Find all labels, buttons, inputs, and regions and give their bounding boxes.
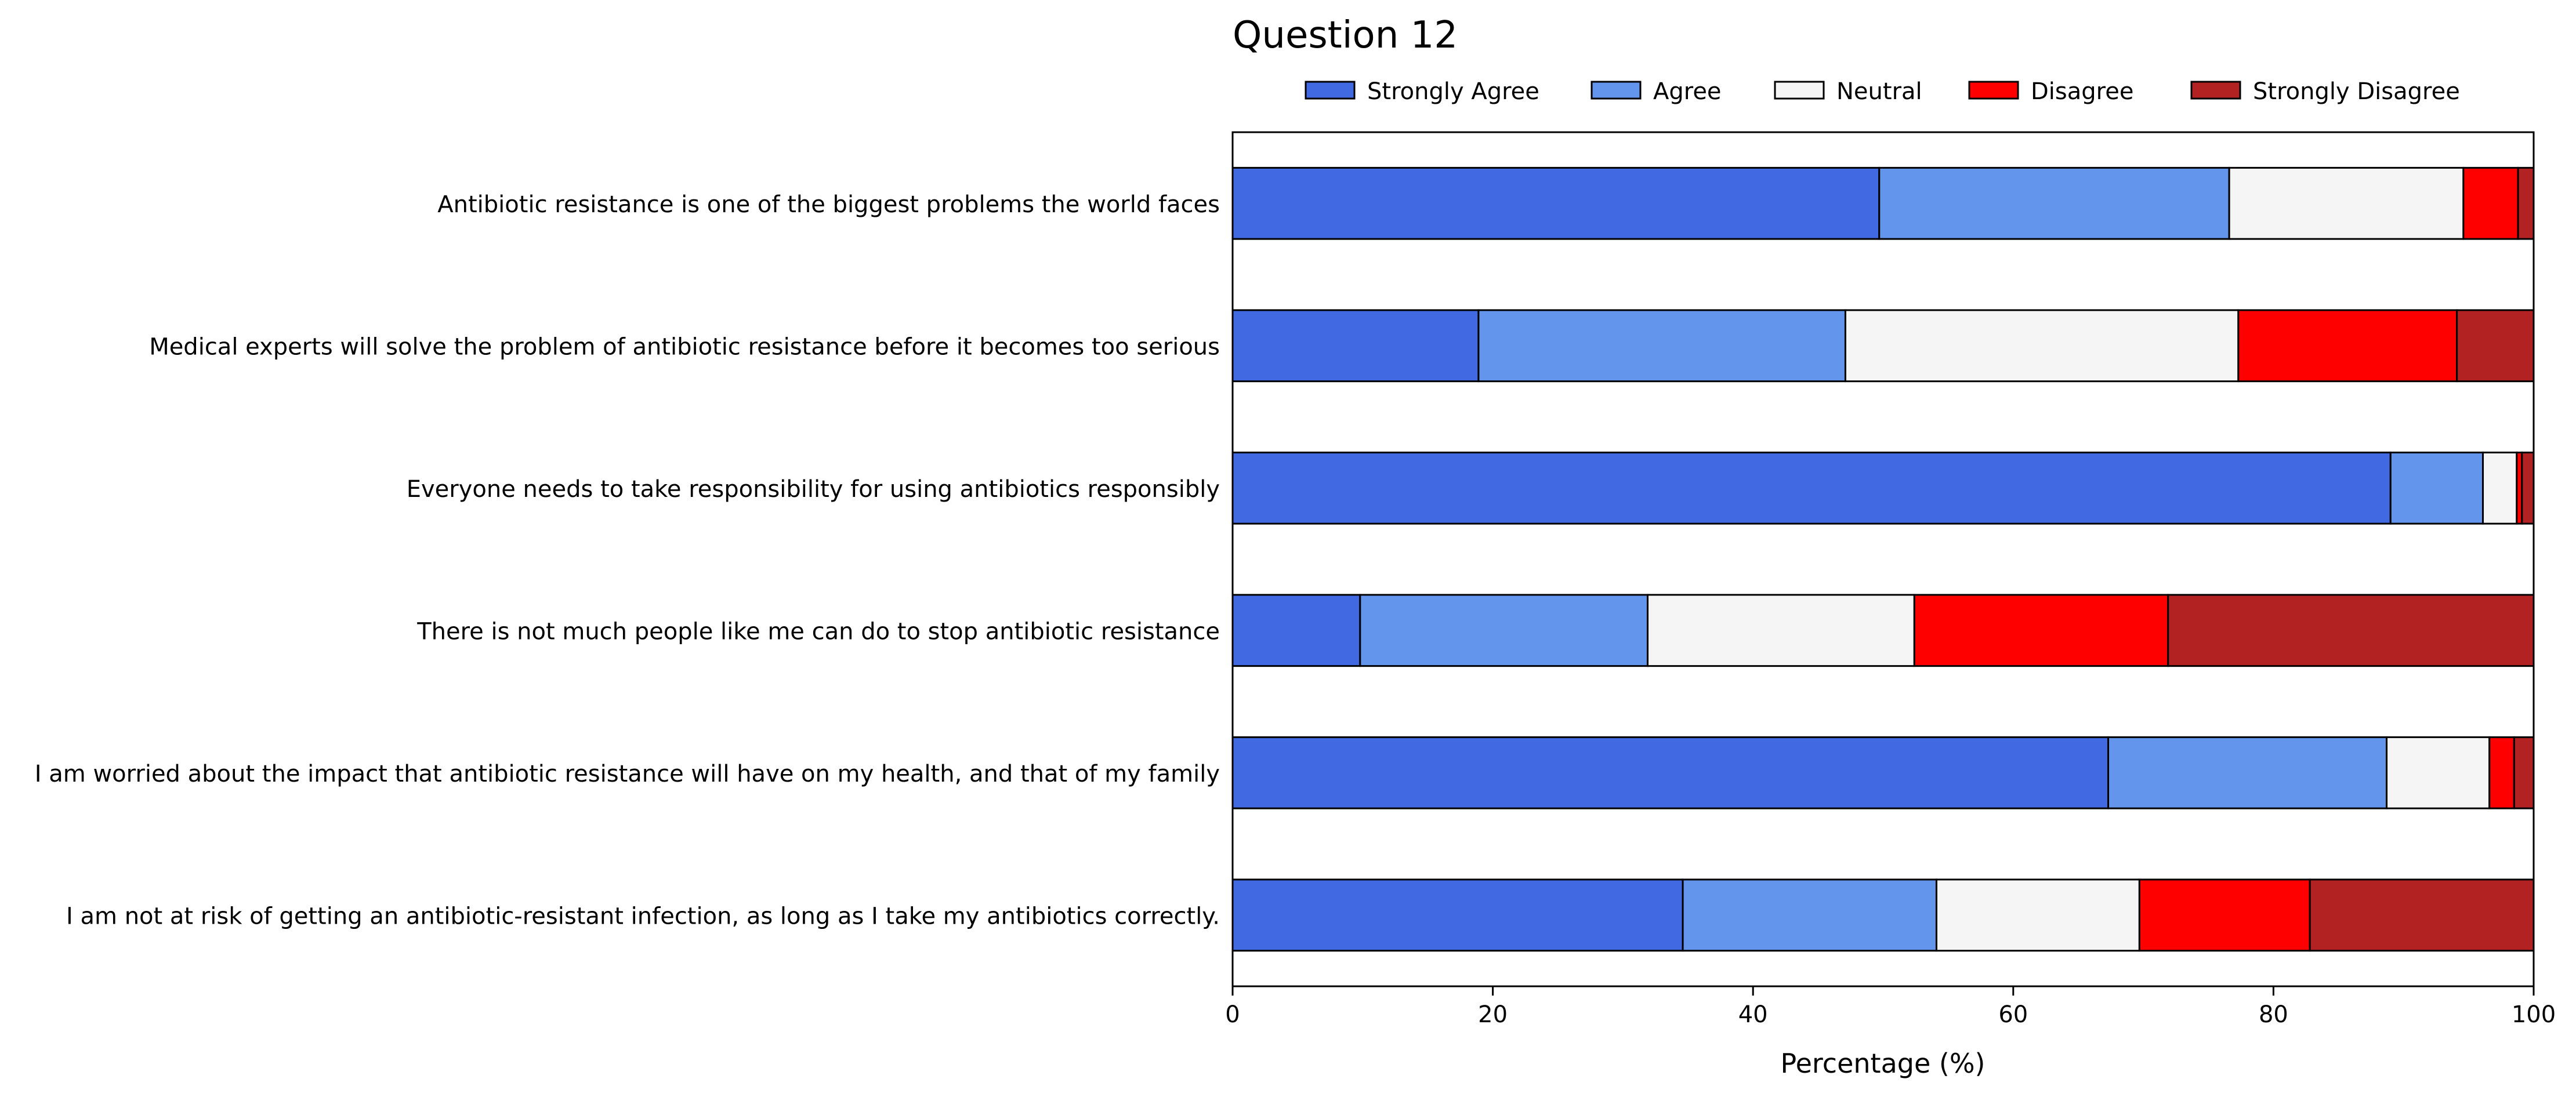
legend-label-disagree: Disagree bbox=[2031, 78, 2133, 105]
category-label: I am not at risk of getting an antibioti… bbox=[66, 903, 1220, 929]
bar-agree-row-2 bbox=[1477, 309, 1846, 383]
bar-strongly-disagree-row-6 bbox=[2309, 878, 2535, 952]
legend-label-strongly-agree: Strongly Agree bbox=[1367, 78, 1539, 105]
bar-disagree-row-2 bbox=[2237, 309, 2458, 383]
x-tick-label: 20 bbox=[1478, 1001, 1508, 1028]
bar-agree-row-5 bbox=[2107, 736, 2388, 809]
bar-strongly-agree-row-1 bbox=[1231, 166, 1881, 240]
bar-agree-row-1 bbox=[1878, 166, 2230, 240]
legend-label-agree: Agree bbox=[1653, 78, 1722, 105]
legend-label-strongly-disagree: Strongly Disagree bbox=[2253, 78, 2460, 105]
bar-strongly-disagree-row-1 bbox=[2517, 166, 2535, 240]
x-tick-label: 0 bbox=[1225, 1001, 1240, 1028]
category-label: Medical experts will solve the problem o… bbox=[149, 333, 1220, 360]
bar-neutral-row-4 bbox=[1647, 594, 1915, 667]
legend-label-neutral: Neutral bbox=[1836, 78, 1922, 105]
bar-neutral-row-5 bbox=[2386, 736, 2491, 809]
bar-neutral-row-3 bbox=[2482, 451, 2518, 525]
legend-swatch-neutral bbox=[1774, 81, 1825, 100]
category-label: Everyone needs to take responsibility fo… bbox=[407, 476, 1220, 503]
category-labels: Antibiotic resistance is one of the bigg… bbox=[35, 191, 1220, 930]
bar-disagree-row-5 bbox=[2488, 736, 2515, 809]
x-tick-label: 40 bbox=[1738, 1001, 1768, 1028]
legend-swatch-disagree bbox=[1968, 81, 2019, 100]
bar-strongly-agree-row-4 bbox=[1231, 594, 1361, 667]
x-axis: 0 20 40 60 80 100 bbox=[1225, 986, 2556, 1028]
x-tick-label: 80 bbox=[2259, 1001, 2288, 1028]
plot-area bbox=[1231, 166, 2535, 952]
chart-title: Question 12 bbox=[1233, 14, 1458, 57]
bar-agree-row-4 bbox=[1359, 594, 1649, 667]
plot-frame bbox=[1231, 131, 2535, 987]
bar-disagree-row-6 bbox=[2138, 878, 2311, 952]
x-axis-label: Percentage (%) bbox=[1781, 1048, 1986, 1079]
bar-agree-row-6 bbox=[1682, 878, 1937, 952]
bar-strongly-disagree-row-5 bbox=[2513, 736, 2535, 809]
bar-strongly-disagree-row-4 bbox=[2167, 594, 2535, 667]
bar-strongly-disagree-row-3 bbox=[2521, 451, 2535, 525]
x-tick-label: 60 bbox=[1998, 1001, 2028, 1028]
bar-neutral-row-6 bbox=[1935, 878, 2140, 952]
bar-strongly-agree-row-3 bbox=[1231, 451, 2392, 525]
bar-strongly-agree-row-5 bbox=[1231, 736, 2110, 809]
x-tick-label: 100 bbox=[2512, 1001, 2556, 1028]
bar-strongly-disagree-row-2 bbox=[2456, 309, 2535, 383]
legend: Strongly Agree Agree Neutral Disagree Strong… bbox=[1305, 78, 2460, 105]
category-label: There is not much people like me can do … bbox=[416, 618, 1220, 645]
bar-neutral-row-1 bbox=[2228, 166, 2465, 240]
category-label: Antibiotic resistance is one of the bigg… bbox=[437, 191, 1220, 218]
bar-strongly-agree-row-2 bbox=[1231, 309, 1480, 383]
bar-disagree-row-4 bbox=[1913, 594, 2169, 667]
bar-agree-row-3 bbox=[2389, 451, 2484, 525]
legend-swatch-strongly-agree bbox=[1305, 81, 1356, 100]
bar-strongly-agree-row-6 bbox=[1231, 878, 1684, 952]
category-label: I am worried about the impact that antib… bbox=[35, 761, 1220, 787]
legend-swatch-strongly-disagree bbox=[2190, 81, 2241, 100]
bar-neutral-row-2 bbox=[1844, 309, 2240, 383]
legend-swatch-agree bbox=[1590, 81, 1642, 100]
bar-disagree-row-1 bbox=[2462, 166, 2519, 240]
